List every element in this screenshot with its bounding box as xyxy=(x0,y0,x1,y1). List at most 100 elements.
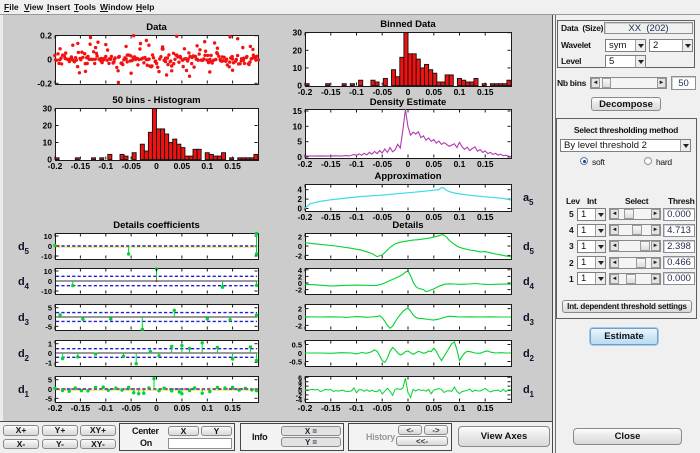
svg-text:5: 5 xyxy=(530,247,535,256)
svg-text:1: 1 xyxy=(25,390,30,399)
svg-text:4: 4 xyxy=(298,266,303,275)
svg-text:0: 0 xyxy=(406,159,411,169)
svg-text:20: 20 xyxy=(43,121,53,131)
svg-text:-0.2: -0.2 xyxy=(298,87,313,97)
svg-text:0.15: 0.15 xyxy=(477,212,494,222)
svg-text:20: 20 xyxy=(293,45,303,55)
svg-text:d: d xyxy=(18,241,25,253)
svg-text:-0.1: -0.1 xyxy=(349,159,364,169)
svg-text:4: 4 xyxy=(530,282,535,291)
svg-text:0: 0 xyxy=(298,389,302,396)
svg-text:0.2: 0.2 xyxy=(40,31,52,41)
svg-text:d: d xyxy=(18,276,25,288)
svg-text:-10: -10 xyxy=(41,252,52,261)
svg-text:Approximation: Approximation xyxy=(374,171,441,182)
svg-text:2: 2 xyxy=(298,272,302,281)
svg-text:d: d xyxy=(523,348,530,360)
svg-text:2: 2 xyxy=(530,354,535,363)
svg-text:5: 5 xyxy=(529,198,534,207)
svg-text:0: 0 xyxy=(154,161,159,171)
svg-text:Details: Details xyxy=(392,220,423,231)
svg-text:1: 1 xyxy=(530,390,535,399)
svg-text:5: 5 xyxy=(25,247,30,256)
svg-text:-0.15: -0.15 xyxy=(71,161,91,171)
svg-text:4: 4 xyxy=(298,380,302,387)
svg-text:Details coefficients: Details coefficients xyxy=(113,220,200,231)
svg-text:10: 10 xyxy=(44,267,52,276)
svg-text:0.1: 0.1 xyxy=(201,161,213,171)
svg-text:-2: -2 xyxy=(295,321,302,330)
svg-text:0.05: 0.05 xyxy=(425,212,442,222)
svg-text:-0.15: -0.15 xyxy=(71,403,91,413)
svg-text:-10: -10 xyxy=(41,287,52,296)
svg-text:-0.05: -0.05 xyxy=(373,87,393,97)
svg-text:-0.05: -0.05 xyxy=(373,212,393,222)
svg-text:-0.2: -0.2 xyxy=(298,403,313,413)
svg-text:Binned Data: Binned Data xyxy=(380,19,436,30)
svg-text:0.15: 0.15 xyxy=(477,87,494,97)
svg-text:0: 0 xyxy=(406,403,411,413)
svg-text:0.05: 0.05 xyxy=(174,161,191,171)
svg-text:0: 0 xyxy=(48,313,52,322)
svg-text:10: 10 xyxy=(293,63,303,73)
svg-text:0: 0 xyxy=(298,205,303,214)
svg-text:0.5: 0.5 xyxy=(292,341,302,350)
svg-text:-0.1: -0.1 xyxy=(98,403,113,413)
svg-text:0: 0 xyxy=(406,212,411,222)
svg-text:30: 30 xyxy=(43,104,53,114)
svg-text:-5: -5 xyxy=(45,394,52,403)
svg-text:d: d xyxy=(523,276,530,288)
svg-text:-4: -4 xyxy=(296,397,302,404)
svg-text:d: d xyxy=(18,348,25,360)
svg-text:5: 5 xyxy=(297,137,302,147)
svg-text:-0.1: -0.1 xyxy=(98,161,113,171)
svg-text:d: d xyxy=(523,241,530,253)
svg-text:0: 0 xyxy=(48,277,52,286)
svg-text:0: 0 xyxy=(154,403,159,413)
svg-text:-0.1: -0.1 xyxy=(349,403,364,413)
svg-text:-0.15: -0.15 xyxy=(321,212,341,222)
svg-text:-2: -2 xyxy=(295,286,302,295)
svg-text:-0.15: -0.15 xyxy=(321,403,341,413)
svg-text:-0.2: -0.2 xyxy=(298,212,313,222)
svg-text:Data: Data xyxy=(146,22,167,33)
svg-text:2: 2 xyxy=(25,354,30,363)
svg-text:-1: -1 xyxy=(45,358,52,367)
svg-text:10: 10 xyxy=(293,121,303,131)
svg-text:50 bins - Histogram: 50 bins - Histogram xyxy=(112,95,200,106)
svg-text:-0.2: -0.2 xyxy=(48,403,63,413)
svg-text:2: 2 xyxy=(298,233,302,242)
svg-text:Density Estimate: Density Estimate xyxy=(370,97,447,108)
svg-text:6: 6 xyxy=(298,375,302,382)
svg-text:0: 0 xyxy=(298,279,302,288)
svg-text:0.15: 0.15 xyxy=(224,403,241,413)
svg-text:-0.15: -0.15 xyxy=(321,159,341,169)
svg-text:10: 10 xyxy=(43,138,53,148)
svg-text:0.15: 0.15 xyxy=(477,159,494,169)
svg-text:0: 0 xyxy=(48,349,52,358)
svg-text:d: d xyxy=(18,384,25,396)
svg-text:a: a xyxy=(523,192,530,204)
svg-text:0: 0 xyxy=(47,155,52,165)
svg-text:0.1: 0.1 xyxy=(454,87,466,97)
svg-text:-0.15: -0.15 xyxy=(321,87,341,97)
svg-text:0: 0 xyxy=(406,87,411,97)
svg-text:1: 1 xyxy=(48,340,52,349)
svg-text:4: 4 xyxy=(25,282,30,291)
svg-text:0: 0 xyxy=(297,81,302,91)
svg-text:d: d xyxy=(523,384,530,396)
svg-text:0: 0 xyxy=(48,242,52,251)
svg-text:0.1: 0.1 xyxy=(201,403,213,413)
svg-text:0.05: 0.05 xyxy=(425,159,442,169)
svg-text:0: 0 xyxy=(297,152,302,162)
svg-text:3: 3 xyxy=(530,318,535,327)
svg-text:-2: -2 xyxy=(295,251,302,260)
svg-text:0.15: 0.15 xyxy=(477,403,494,413)
svg-text:0: 0 xyxy=(298,313,302,322)
svg-text:-0.05: -0.05 xyxy=(121,403,141,413)
svg-text:5: 5 xyxy=(48,304,52,313)
svg-text:0.1: 0.1 xyxy=(454,212,466,222)
svg-text:2: 2 xyxy=(298,384,302,391)
svg-text:0.1: 0.1 xyxy=(454,403,466,413)
svg-text:d: d xyxy=(18,312,25,324)
